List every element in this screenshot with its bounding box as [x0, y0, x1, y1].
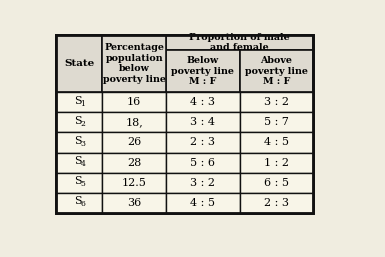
Text: 12.5: 12.5 [122, 178, 147, 188]
Text: 18,: 18, [125, 117, 143, 127]
Text: 5: 5 [80, 180, 85, 188]
Bar [166, 192, 239, 213]
Text: 4 : 5: 4 : 5 [264, 137, 289, 148]
Text: Below
poverty line
M : F: Below poverty line M : F [171, 56, 234, 86]
Text: S: S [74, 196, 81, 206]
Text: Percentage
population
below
poverty line: Percentage population below poverty line [103, 43, 166, 84]
Bar [166, 152, 239, 172]
Text: 3 : 2: 3 : 2 [264, 97, 289, 107]
Text: S: S [74, 96, 81, 106]
Text: 4 : 5: 4 : 5 [190, 198, 215, 208]
Bar [102, 192, 166, 213]
Text: 28: 28 [127, 158, 141, 168]
Bar [102, 132, 166, 152]
Bar [166, 35, 313, 50]
Bar [56, 113, 102, 132]
Bar [56, 35, 102, 93]
Text: 2: 2 [80, 120, 85, 128]
Bar [239, 113, 313, 132]
Bar [239, 172, 313, 192]
Text: 6 : 5: 6 : 5 [264, 178, 289, 188]
Bar [56, 172, 102, 192]
Bar [102, 35, 166, 93]
Bar [239, 192, 313, 213]
Bar [56, 152, 102, 172]
Text: 2 : 3: 2 : 3 [190, 137, 215, 148]
Text: 16: 16 [127, 97, 141, 107]
Bar [166, 50, 239, 93]
Bar [56, 192, 102, 213]
Text: 1: 1 [80, 100, 85, 108]
Bar [102, 172, 166, 192]
Bar [239, 50, 313, 93]
Text: 4: 4 [80, 160, 85, 168]
Bar [239, 132, 313, 152]
Text: 26: 26 [127, 137, 141, 148]
Text: 6: 6 [80, 200, 85, 208]
Text: 5 : 7: 5 : 7 [264, 117, 289, 127]
Text: 3: 3 [80, 140, 85, 148]
Text: S: S [74, 116, 81, 126]
Text: Proportion of male
and female: Proportion of male and female [189, 33, 290, 52]
Text: 5 : 6: 5 : 6 [190, 158, 215, 168]
Text: Above
poverty line
M : F: Above poverty line M : F [245, 56, 308, 86]
Text: 2 : 3: 2 : 3 [264, 198, 289, 208]
Text: State: State [64, 59, 94, 68]
Bar [56, 132, 102, 152]
Bar [56, 35, 313, 213]
Bar [166, 172, 239, 192]
Bar [102, 152, 166, 172]
Text: 36: 36 [127, 198, 141, 208]
Bar [102, 93, 166, 113]
Bar [102, 113, 166, 132]
Bar [239, 152, 313, 172]
Text: S: S [74, 156, 81, 166]
Bar [239, 93, 313, 113]
Bar [166, 113, 239, 132]
Bar [56, 93, 102, 113]
Text: 1 : 2: 1 : 2 [264, 158, 289, 168]
Bar [166, 93, 239, 113]
Text: 3 : 2: 3 : 2 [190, 178, 215, 188]
Text: S: S [74, 176, 81, 186]
Text: S: S [74, 136, 81, 146]
Bar [56, 35, 313, 213]
Text: 4 : 3: 4 : 3 [190, 97, 215, 107]
Bar [166, 132, 239, 152]
Text: 3 : 4: 3 : 4 [190, 117, 215, 127]
